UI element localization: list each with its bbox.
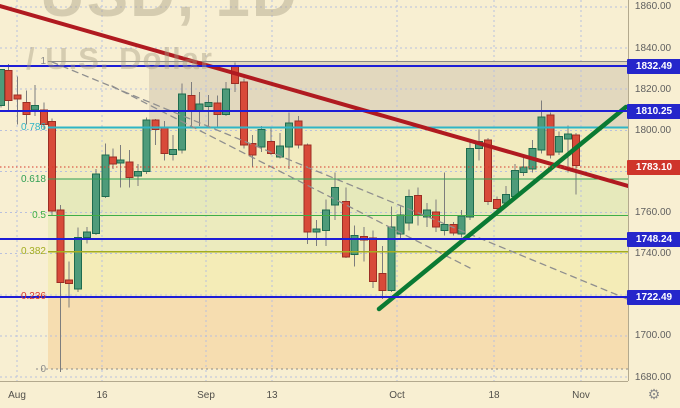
candlestick-chart[interactable] <box>0 0 628 381</box>
candle-down[interactable] <box>48 121 56 212</box>
time-tick-Aug: Aug <box>8 390 26 401</box>
axis-settings-corner: ⚙ <box>628 381 680 408</box>
candle-down[interactable] <box>109 156 117 165</box>
price-axis[interactable]: 1860.001840.001820.001800.001780.001760.… <box>627 0 680 383</box>
candle-up[interactable] <box>519 166 528 173</box>
candle-up[interactable] <box>83 231 91 238</box>
price-tick: 1700.00 <box>634 330 672 342</box>
candle-up[interactable] <box>195 103 204 112</box>
candle-up[interactable] <box>101 154 110 197</box>
candle-down[interactable] <box>294 120 303 146</box>
fib-label-1: 1 <box>40 56 46 68</box>
candle-up[interactable] <box>0 68 5 106</box>
candle-up[interactable] <box>204 101 213 108</box>
candle-up[interactable] <box>134 170 142 177</box>
fib-zone <box>48 296 628 370</box>
candle-up[interactable] <box>555 136 563 153</box>
candle-down[interactable] <box>378 272 387 291</box>
candle-down[interactable] <box>4 70 13 101</box>
fib-label-0.382: 0.382 <box>20 246 46 258</box>
time-axis[interactable]: Aug 16 Sep 13 Oct 18 Nov <box>0 381 680 408</box>
price-tick: 1840.00 <box>634 42 672 54</box>
candle-up[interactable] <box>312 228 321 233</box>
candle-up[interactable] <box>466 147 474 218</box>
candle-down[interactable] <box>266 141 275 155</box>
candle-down[interactable] <box>414 195 422 216</box>
price-tick: 1820.00 <box>634 83 672 95</box>
candle-up[interactable] <box>422 209 431 218</box>
price-tick: 1680.00 <box>634 371 672 383</box>
candle-up[interactable] <box>285 122 294 148</box>
candle-down[interactable] <box>493 199 501 209</box>
candle-up[interactable] <box>440 223 449 231</box>
time-tick-Nov: Nov <box>572 390 590 401</box>
candle-down[interactable] <box>240 81 248 146</box>
price-tick: 1800.00 <box>634 124 672 136</box>
candle-up[interactable] <box>563 133 572 140</box>
candle-down[interactable] <box>56 209 65 284</box>
gear-icon[interactable]: ⚙ <box>647 385 661 402</box>
level-price-label: 1722.49 <box>627 289 680 305</box>
candle-up[interactable] <box>169 148 178 155</box>
time-tick-16: 16 <box>96 390 108 401</box>
level-price-label: 1832.49 <box>627 58 680 74</box>
level-price-label: 1810.25 <box>627 103 680 119</box>
fib-zone <box>48 251 628 297</box>
chart-canvas[interactable]: USD, 1D / U.S. Dollar 10.7860.6180.50.38… <box>0 0 628 381</box>
fib-label-0: 0 <box>40 363 46 375</box>
current-price-label: 1783.10 <box>627 159 680 175</box>
ascending-support[interactable] <box>376 104 628 312</box>
candle-down[interactable] <box>342 201 350 258</box>
candle-up[interactable] <box>350 235 359 255</box>
candle-down[interactable] <box>160 127 169 155</box>
fib-label-0.618: 0.618 <box>20 173 46 185</box>
fib-label-0.236: 0.236 <box>20 291 46 303</box>
price-tick: 1860.00 <box>634 1 672 13</box>
fib-label-0.5: 0.5 <box>32 209 46 221</box>
candle-down[interactable] <box>65 279 73 285</box>
candle-down[interactable] <box>369 237 377 283</box>
time-tick-18: 18 <box>488 390 500 401</box>
candle-down[interactable] <box>125 161 134 178</box>
candle-down[interactable] <box>39 109 48 126</box>
level-price-label: 1748.24 <box>627 231 680 247</box>
candle-down[interactable] <box>449 223 458 234</box>
candle-up[interactable] <box>116 159 125 164</box>
price-tick: 1760.00 <box>634 207 672 219</box>
candle-up[interactable] <box>537 116 546 151</box>
candle-down[interactable] <box>13 94 22 100</box>
time-tick-Oct: Oct <box>389 390 405 401</box>
time-tick-13: 13 <box>266 390 278 401</box>
candle-up[interactable] <box>387 226 396 291</box>
dashed-guide-2[interactable] <box>111 85 471 269</box>
dashed-guide-1[interactable] <box>51 61 628 301</box>
candle-up[interactable] <box>321 209 330 231</box>
candle-up[interactable] <box>142 119 151 172</box>
candle-down[interactable] <box>151 119 160 131</box>
candle-up[interactable] <box>92 173 100 235</box>
fib-label-0.786: 0.786 <box>20 121 46 133</box>
descending-resistance[interactable] <box>0 4 628 188</box>
candle-down[interactable] <box>22 101 31 115</box>
candle-up[interactable] <box>511 170 519 197</box>
time-tick-Sep: Sep <box>197 390 215 401</box>
candle-up[interactable] <box>31 105 39 111</box>
candle-up[interactable] <box>74 237 82 290</box>
candle-down[interactable] <box>546 114 555 156</box>
candle-down[interactable] <box>484 139 492 203</box>
candle-up[interactable] <box>276 145 284 158</box>
candle-up[interactable] <box>222 88 231 115</box>
candle-down[interactable] <box>187 94 196 112</box>
candle-down[interactable] <box>213 102 222 115</box>
candle-down[interactable] <box>303 144 312 233</box>
candle-up[interactable] <box>331 187 340 206</box>
price-tick: 1740.00 <box>634 248 672 260</box>
candle-down[interactable] <box>248 142 257 156</box>
candle-up[interactable] <box>257 129 266 148</box>
fib-zone <box>48 215 628 252</box>
candle-up[interactable] <box>457 215 466 235</box>
